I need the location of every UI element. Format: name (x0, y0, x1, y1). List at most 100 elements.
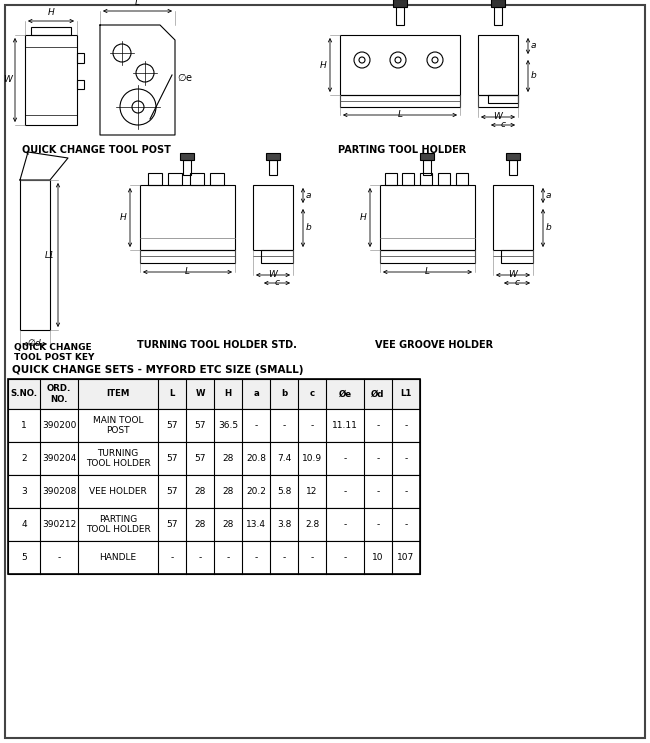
Text: QUICK CHANGE SETS - MYFORD ETC SIZE (SMALL): QUICK CHANGE SETS - MYFORD ETC SIZE (SMA… (12, 365, 304, 375)
Bar (423, 160, 431, 175)
Text: -: - (343, 454, 346, 463)
Text: TURNING TOOL HOLDER STD.: TURNING TOOL HOLDER STD. (137, 340, 297, 350)
Text: 390208: 390208 (42, 487, 76, 496)
Text: -: - (376, 421, 380, 430)
Bar (8, 379, 420, 574)
Text: S.NO.: S.NO. (10, 389, 38, 398)
Text: -: - (404, 487, 408, 496)
Text: VEE GROOVE HOLDER: VEE GROOVE HOLDER (375, 340, 493, 350)
Text: -: - (343, 553, 346, 562)
Bar (253, 185, 293, 250)
Bar (8, 442, 420, 475)
Text: 107: 107 (397, 553, 415, 562)
Text: 57: 57 (166, 520, 177, 529)
Text: 4: 4 (21, 520, 27, 529)
Text: PARTING TOOL HOLDER: PARTING TOOL HOLDER (338, 145, 466, 155)
Text: W: W (493, 112, 502, 121)
Text: 20.8: 20.8 (246, 454, 266, 463)
Bar (20, 180, 50, 330)
Text: 57: 57 (166, 421, 177, 430)
Text: a: a (531, 42, 536, 51)
Bar (478, 95, 518, 107)
Bar (509, 160, 517, 175)
Text: 3: 3 (21, 487, 27, 496)
Text: 390200: 390200 (42, 421, 76, 430)
Text: 12: 12 (306, 487, 318, 496)
Text: 28: 28 (222, 454, 234, 463)
Text: L1: L1 (45, 250, 55, 259)
Text: -: - (198, 553, 202, 562)
Text: W: W (508, 270, 517, 279)
Text: -: - (404, 520, 408, 529)
Text: -: - (404, 421, 408, 430)
Bar (269, 160, 277, 175)
Bar (438, 173, 450, 185)
Bar (380, 250, 475, 263)
Polygon shape (100, 25, 175, 135)
Text: -: - (404, 454, 408, 463)
Bar (402, 173, 414, 185)
Text: b: b (306, 222, 312, 232)
Text: VEE HOLDER: VEE HOLDER (89, 487, 147, 496)
Text: -: - (170, 553, 174, 562)
Text: b: b (546, 222, 552, 232)
Text: QUICK CHANGE TOOL POST: QUICK CHANGE TOOL POST (22, 145, 171, 155)
Text: 5.8: 5.8 (277, 487, 291, 496)
Bar (380, 185, 475, 250)
Bar (393, 0, 407, 7)
Text: 11.11: 11.11 (332, 421, 358, 430)
Text: Ød: Ød (371, 389, 385, 398)
Text: -: - (254, 553, 257, 562)
Bar (8, 475, 420, 508)
Polygon shape (20, 152, 68, 180)
Text: -: - (226, 553, 229, 562)
Bar (494, 7, 502, 25)
Text: H: H (47, 8, 55, 17)
Bar (183, 160, 191, 175)
Bar (491, 0, 505, 7)
Bar (261, 250, 293, 263)
Text: 390212: 390212 (42, 520, 76, 529)
Text: 20.2: 20.2 (246, 487, 266, 496)
Text: 10: 10 (372, 553, 384, 562)
Bar (25, 35, 77, 125)
Bar (8, 508, 420, 541)
Text: ITEM: ITEM (107, 389, 130, 398)
Bar (420, 153, 434, 160)
Text: 2: 2 (21, 454, 27, 463)
Text: -: - (311, 421, 313, 430)
Text: L: L (135, 0, 140, 7)
Text: Øe: Øe (339, 389, 352, 398)
Bar (396, 7, 404, 25)
Text: 7.4: 7.4 (277, 454, 291, 463)
Text: 5: 5 (21, 553, 27, 562)
Text: -: - (343, 520, 346, 529)
Text: c: c (515, 278, 519, 287)
Text: a: a (546, 190, 551, 200)
Text: 390204: 390204 (42, 454, 76, 463)
Bar (31, 27, 71, 35)
Bar (506, 153, 520, 160)
Text: 2.8: 2.8 (305, 520, 319, 529)
Text: 36.5: 36.5 (218, 421, 238, 430)
Bar (340, 35, 460, 95)
Bar (8, 409, 420, 442)
Bar (501, 250, 533, 263)
Text: W: W (195, 389, 205, 398)
Text: H: H (320, 60, 327, 70)
Text: 3.8: 3.8 (277, 520, 291, 529)
Text: 28: 28 (222, 520, 234, 529)
Text: $\emptyset$d: $\emptyset$d (27, 337, 43, 348)
Text: 10.9: 10.9 (302, 454, 322, 463)
Text: PARTING
TOOL HOLDER: PARTING TOOL HOLDER (86, 515, 150, 534)
Text: QUICK CHANGE
TOOL POST KEY: QUICK CHANGE TOOL POST KEY (14, 343, 94, 363)
Bar (456, 173, 468, 185)
Bar (488, 95, 518, 103)
Text: 13.4: 13.4 (246, 520, 266, 529)
Text: -: - (254, 421, 257, 430)
Text: H: H (360, 213, 367, 222)
Text: 57: 57 (194, 421, 206, 430)
Text: -: - (376, 487, 380, 496)
Bar (210, 173, 224, 185)
Text: $\emptyset$e: $\emptyset$e (177, 71, 193, 83)
